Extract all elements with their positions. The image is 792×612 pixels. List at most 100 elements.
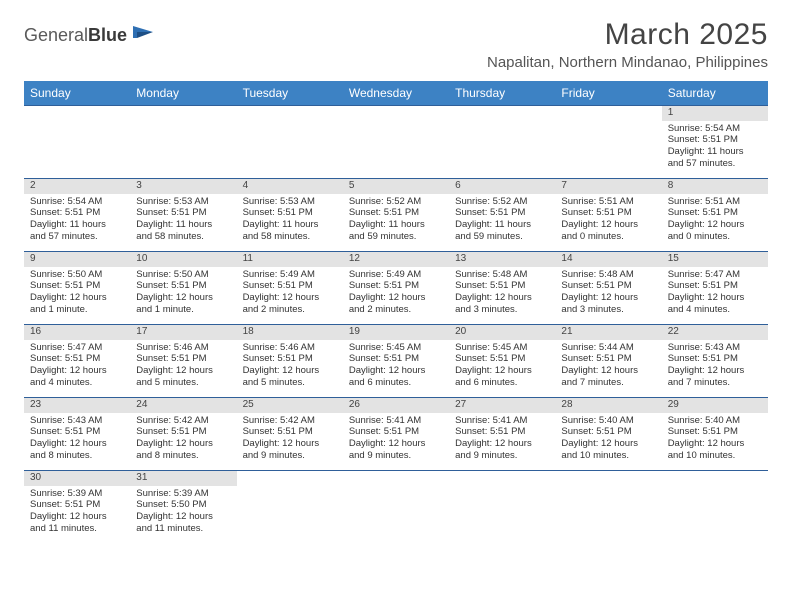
calendar-week: 23Sunrise: 5:43 AMSunset: 5:51 PMDayligh… bbox=[24, 398, 768, 471]
calendar-week: 2Sunrise: 5:54 AMSunset: 5:51 PMDaylight… bbox=[24, 179, 768, 252]
sunrise-text: Sunrise: 5:43 AM bbox=[30, 415, 124, 427]
sunrise-text: Sunrise: 5:45 AM bbox=[349, 342, 443, 354]
sunrise-text: Sunrise: 5:42 AM bbox=[136, 415, 230, 427]
sunset-text: Sunset: 5:51 PM bbox=[455, 280, 549, 292]
sunset-text: Sunset: 5:51 PM bbox=[561, 353, 655, 365]
day-number: 18 bbox=[237, 325, 343, 340]
sunrise-text: Sunrise: 5:53 AM bbox=[243, 196, 337, 208]
day-number: 20 bbox=[449, 325, 555, 340]
calendar-week: 9Sunrise: 5:50 AMSunset: 5:51 PMDaylight… bbox=[24, 252, 768, 325]
calendar-cell: 10 Sunrise: 5:50 AMSunset: 5:51 PMDayligh… bbox=[130, 252, 236, 325]
sunset-text: Sunset: 5:51 PM bbox=[243, 207, 337, 219]
sunset-text: Sunset: 5:51 PM bbox=[455, 426, 549, 438]
day-content: Sunrise: 5:40 AMSunset: 5:51 PMDaylight:… bbox=[662, 413, 768, 465]
day-header: Monday bbox=[130, 81, 236, 106]
day-number: 3 bbox=[130, 179, 236, 194]
daylight-text: Daylight: 12 hours and 10 minutes. bbox=[668, 438, 762, 462]
sunrise-text: Sunrise: 5:51 AM bbox=[668, 196, 762, 208]
day-content: Sunrise: 5:54 AMSunset: 5:51 PMDaylight:… bbox=[24, 194, 130, 246]
calendar-cell-empty bbox=[343, 106, 449, 179]
sunset-text: Sunset: 5:51 PM bbox=[668, 134, 762, 146]
calendar-cell-empty bbox=[662, 471, 768, 545]
sunrise-text: Sunrise: 5:48 AM bbox=[561, 269, 655, 281]
daylight-text: Daylight: 12 hours and 7 minutes. bbox=[668, 365, 762, 389]
day-header: Tuesday bbox=[237, 81, 343, 106]
day-header: Friday bbox=[555, 81, 661, 106]
sunset-text: Sunset: 5:51 PM bbox=[243, 280, 337, 292]
sunrise-text: Sunrise: 5:41 AM bbox=[349, 415, 443, 427]
daylight-text: Daylight: 12 hours and 2 minutes. bbox=[349, 292, 443, 316]
daylight-text: Daylight: 11 hours and 59 minutes. bbox=[349, 219, 443, 243]
day-number: 8 bbox=[662, 179, 768, 194]
calendar-cell: 28Sunrise: 5:40 AMSunset: 5:51 PMDayligh… bbox=[555, 398, 661, 471]
sunrise-text: Sunrise: 5:47 AM bbox=[668, 269, 762, 281]
daylight-text: Daylight: 12 hours and 9 minutes. bbox=[455, 438, 549, 462]
daylight-text: Daylight: 12 hours and 7 minutes. bbox=[561, 365, 655, 389]
sunset-text: Sunset: 5:51 PM bbox=[561, 207, 655, 219]
sunset-text: Sunset: 5:51 PM bbox=[455, 353, 549, 365]
daylight-text: Daylight: 12 hours and 5 minutes. bbox=[243, 365, 337, 389]
day-number: 6 bbox=[449, 179, 555, 194]
calendar-cell: 22Sunrise: 5:43 AMSunset: 5:51 PMDayligh… bbox=[662, 325, 768, 398]
calendar-cell-empty bbox=[449, 471, 555, 545]
day-content: Sunrise: 5:47 AMSunset: 5:51 PMDaylight:… bbox=[662, 267, 768, 319]
sunset-text: Sunset: 5:51 PM bbox=[136, 426, 230, 438]
daylight-text: Daylight: 12 hours and 1 minute. bbox=[136, 292, 230, 316]
calendar-cell-empty bbox=[130, 106, 236, 179]
day-number: 19 bbox=[343, 325, 449, 340]
sunset-text: Sunset: 5:51 PM bbox=[136, 353, 230, 365]
day-number: 10 bbox=[130, 252, 236, 267]
sunset-text: Sunset: 5:51 PM bbox=[668, 353, 762, 365]
day-content: Sunrise: 5:43 AMSunset: 5:51 PMDaylight:… bbox=[24, 413, 130, 465]
sunset-text: Sunset: 5:51 PM bbox=[349, 207, 443, 219]
day-number: 31 bbox=[130, 471, 236, 486]
daylight-text: Daylight: 12 hours and 6 minutes. bbox=[349, 365, 443, 389]
day-content: Sunrise: 5:54 AMSunset: 5:51 PMDaylight:… bbox=[662, 121, 768, 173]
sunset-text: Sunset: 5:51 PM bbox=[136, 207, 230, 219]
flag-icon bbox=[131, 24, 157, 47]
brand-word-1: General bbox=[24, 25, 88, 45]
daylight-text: Daylight: 12 hours and 5 minutes. bbox=[136, 365, 230, 389]
calendar-cell: 17Sunrise: 5:46 AMSunset: 5:51 PMDayligh… bbox=[130, 325, 236, 398]
day-number: 25 bbox=[237, 398, 343, 413]
sunset-text: Sunset: 5:51 PM bbox=[136, 280, 230, 292]
day-content: Sunrise: 5:53 AMSunset: 5:51 PMDaylight:… bbox=[130, 194, 236, 246]
sunset-text: Sunset: 5:51 PM bbox=[668, 280, 762, 292]
day-content: Sunrise: 5:39 AMSunset: 5:51 PMDaylight:… bbox=[24, 486, 130, 538]
calendar-week: 30Sunrise: 5:39 AMSunset: 5:51 PMDayligh… bbox=[24, 471, 768, 545]
day-number: 9 bbox=[24, 252, 130, 267]
day-number: 23 bbox=[24, 398, 130, 413]
sunrise-text: Sunrise: 5:50 AM bbox=[136, 269, 230, 281]
calendar-cell: 21Sunrise: 5:44 AMSunset: 5:51 PMDayligh… bbox=[555, 325, 661, 398]
sunset-text: Sunset: 5:51 PM bbox=[668, 207, 762, 219]
daylight-text: Daylight: 12 hours and 10 minutes. bbox=[561, 438, 655, 462]
title-block: March 2025 Napalitan, Northern Mindanao,… bbox=[487, 18, 768, 71]
daylight-text: Daylight: 12 hours and 3 minutes. bbox=[455, 292, 549, 316]
calendar-cell: 12Sunrise: 5:49 AMSunset: 5:51 PMDayligh… bbox=[343, 252, 449, 325]
calendar-cell: 18Sunrise: 5:46 AMSunset: 5:51 PMDayligh… bbox=[237, 325, 343, 398]
sunset-text: Sunset: 5:51 PM bbox=[561, 426, 655, 438]
day-content: Sunrise: 5:48 AMSunset: 5:51 PMDaylight:… bbox=[555, 267, 661, 319]
daylight-text: Daylight: 12 hours and 9 minutes. bbox=[243, 438, 337, 462]
day-number: 4 bbox=[237, 179, 343, 194]
day-header: Thursday bbox=[449, 81, 555, 106]
sunset-text: Sunset: 5:51 PM bbox=[30, 207, 124, 219]
calendar-cell-empty bbox=[237, 106, 343, 179]
day-number: 5 bbox=[343, 179, 449, 194]
sunset-text: Sunset: 5:51 PM bbox=[668, 426, 762, 438]
day-number: 12 bbox=[343, 252, 449, 267]
calendar-cell: 23Sunrise: 5:43 AMSunset: 5:51 PMDayligh… bbox=[24, 398, 130, 471]
page: GeneralBlue March 2025 Napalitan, Northe… bbox=[0, 0, 792, 557]
day-content: Sunrise: 5:47 AMSunset: 5:51 PMDaylight:… bbox=[24, 340, 130, 392]
brand-word-2: Blue bbox=[88, 25, 127, 45]
calendar-cell: 19Sunrise: 5:45 AMSunset: 5:51 PMDayligh… bbox=[343, 325, 449, 398]
day-header: Sunday bbox=[24, 81, 130, 106]
day-number: 16 bbox=[24, 325, 130, 340]
sunrise-text: Sunrise: 5:44 AM bbox=[561, 342, 655, 354]
day-content: Sunrise: 5:48 AMSunset: 5:51 PMDaylight:… bbox=[449, 267, 555, 319]
sunrise-text: Sunrise: 5:48 AM bbox=[455, 269, 549, 281]
calendar-cell: 16Sunrise: 5:47 AMSunset: 5:51 PMDayligh… bbox=[24, 325, 130, 398]
day-content: Sunrise: 5:40 AMSunset: 5:51 PMDaylight:… bbox=[555, 413, 661, 465]
sunrise-text: Sunrise: 5:51 AM bbox=[561, 196, 655, 208]
sunrise-text: Sunrise: 5:54 AM bbox=[668, 123, 762, 135]
